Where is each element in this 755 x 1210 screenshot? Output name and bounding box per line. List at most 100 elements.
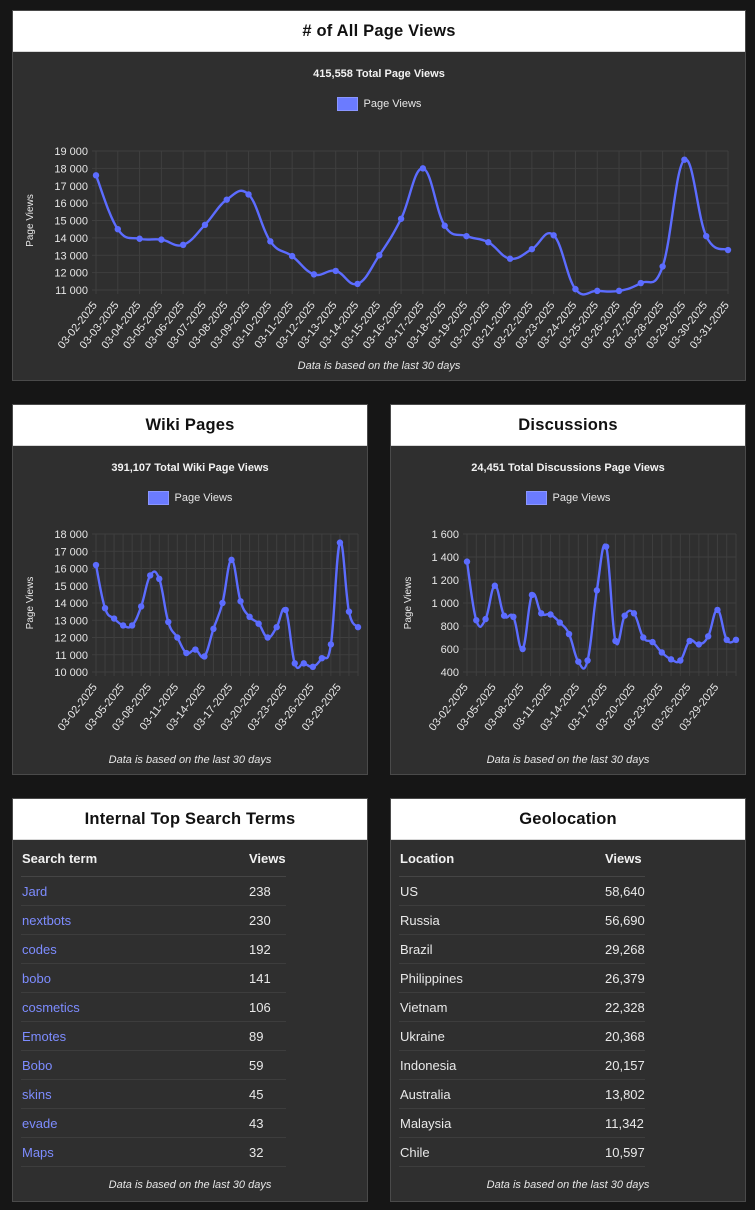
data-point[interactable] [237,598,244,605]
data-point[interactable] [615,287,623,295]
data-point[interactable] [267,238,274,245]
data-point[interactable] [649,638,656,646]
data-point[interactable] [255,620,262,627]
data-point[interactable] [640,634,647,641]
data-point[interactable] [310,271,318,278]
data-point[interactable] [677,657,684,664]
search-term-cell[interactable]: Bobo [21,1050,248,1080]
data-point[interactable] [506,255,514,262]
data-point[interactable] [174,634,181,641]
data-point[interactable] [612,637,619,645]
data-point[interactable] [547,611,554,618]
data-point[interactable] [500,612,508,619]
data-point[interactable] [332,267,339,275]
search-term-cell[interactable]: nextbots [21,905,248,935]
data-point[interactable] [482,615,489,623]
data-point[interactable] [565,630,573,638]
data-point[interactable] [201,653,208,660]
data-point[interactable] [300,660,307,667]
data-point[interactable] [110,615,118,622]
data-point[interactable] [703,232,710,240]
data-point[interactable] [101,604,109,612]
data-point[interactable] [228,556,235,564]
data-point[interactable] [92,561,100,569]
data-point[interactable] [724,246,732,254]
data-point[interactable] [723,636,730,643]
data-point[interactable] [210,625,217,633]
data-point[interactable] [264,634,271,641]
data-point[interactable] [219,599,226,607]
data-point[interactable] [528,245,536,253]
data-point[interactable] [556,619,563,626]
data-point[interactable] [246,613,253,620]
data-point[interactable] [463,558,471,565]
data-point[interactable] [288,252,296,260]
data-point[interactable] [201,221,209,229]
data-point[interactable] [318,655,326,662]
data-point[interactable] [309,663,317,671]
data-point[interactable] [354,623,362,631]
data-point[interactable] [637,279,645,287]
data-point[interactable] [667,656,675,663]
data-point[interactable] [327,641,335,648]
data-point[interactable] [594,287,601,295]
data-point[interactable] [128,622,136,629]
data-point[interactable] [659,263,666,270]
data-point[interactable] [441,222,448,229]
data-point[interactable] [510,613,517,620]
data-point[interactable] [291,660,298,667]
data-point[interactable] [704,633,712,640]
data-point[interactable] [485,239,492,246]
data-point[interactable] [354,280,361,288]
data-point[interactable] [463,232,470,240]
data-point[interactable] [137,603,145,610]
search-term-cell[interactable]: cosmetics [21,992,248,1022]
data-point[interactable] [695,641,703,648]
data-point[interactable] [550,232,557,239]
search-term-cell[interactable]: codes [21,934,248,964]
data-point[interactable] [192,646,199,653]
data-point[interactable] [183,649,190,657]
data-point[interactable] [345,608,353,615]
data-point[interactable] [621,612,628,619]
data-point[interactable] [491,582,499,589]
data-point[interactable] [136,235,143,242]
data-point[interactable] [575,658,582,665]
data-point[interactable] [519,645,526,653]
data-point[interactable] [397,215,405,222]
data-point[interactable] [658,649,665,656]
search-term-cell[interactable]: evade [21,1108,248,1138]
search-term-cell[interactable]: Emotes [21,1021,248,1051]
data-point[interactable] [282,606,289,614]
search-term-cell[interactable]: bobo [21,963,248,993]
search-term-cell[interactable]: skins [21,1079,248,1109]
search-term-cell[interactable]: Jard [21,876,248,906]
data-point[interactable] [686,637,693,645]
data-point[interactable] [528,591,536,599]
data-point[interactable] [114,225,121,233]
data-point[interactable] [245,191,252,198]
data-point[interactable] [165,618,172,626]
data-point[interactable] [92,172,100,179]
data-point[interactable] [273,623,280,631]
data-point[interactable] [732,636,740,643]
data-point[interactable] [119,622,127,629]
data-point[interactable] [602,543,610,550]
data-point[interactable] [376,252,383,259]
data-point[interactable] [572,285,579,293]
data-point[interactable] [473,617,480,624]
data-point[interactable] [714,606,721,614]
data-point[interactable] [419,165,427,172]
data-point[interactable] [179,241,187,249]
data-point[interactable] [584,657,591,664]
data-point[interactable] [630,610,638,617]
data-point[interactable] [147,572,154,579]
data-point[interactable] [336,539,344,546]
data-point[interactable] [223,196,230,203]
search-term-cell[interactable]: Maps [21,1137,248,1167]
data-point[interactable] [681,156,688,163]
data-point[interactable] [538,610,545,617]
data-point[interactable] [593,587,601,594]
data-point[interactable] [156,575,163,583]
data-point[interactable] [158,236,165,243]
